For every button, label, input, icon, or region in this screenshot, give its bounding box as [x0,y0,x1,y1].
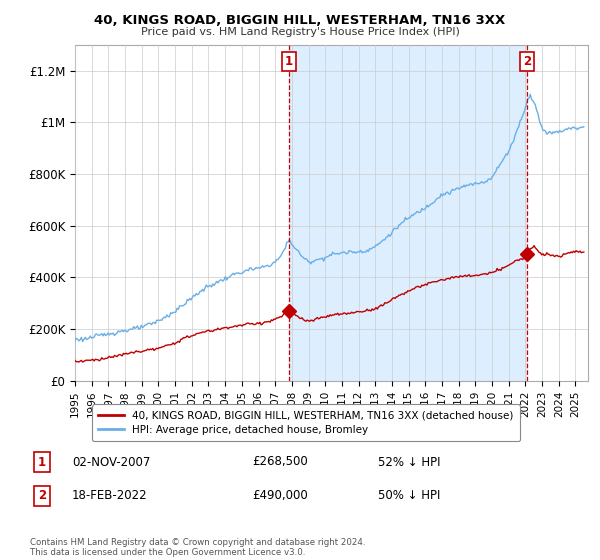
Text: £490,000: £490,000 [252,489,308,502]
Text: 2: 2 [523,55,532,68]
Text: 2: 2 [38,489,46,502]
Text: £268,500: £268,500 [252,455,308,469]
Text: 1: 1 [285,55,293,68]
Text: 1: 1 [38,455,46,469]
Text: 50% ↓ HPI: 50% ↓ HPI [378,489,440,502]
Text: 40, KINGS ROAD, BIGGIN HILL, WESTERHAM, TN16 3XX: 40, KINGS ROAD, BIGGIN HILL, WESTERHAM, … [94,14,506,27]
Text: Contains HM Land Registry data © Crown copyright and database right 2024.
This d: Contains HM Land Registry data © Crown c… [30,538,365,557]
Legend: 40, KINGS ROAD, BIGGIN HILL, WESTERHAM, TN16 3XX (detached house), HPI: Average : 40, KINGS ROAD, BIGGIN HILL, WESTERHAM, … [92,404,520,441]
Text: 52% ↓ HPI: 52% ↓ HPI [378,455,440,469]
Bar [289,45,527,381]
Text: Price paid vs. HM Land Registry's House Price Index (HPI): Price paid vs. HM Land Registry's House … [140,27,460,37]
Text: 02-NOV-2007: 02-NOV-2007 [72,455,151,469]
Text: 18-FEB-2022: 18-FEB-2022 [72,489,148,502]
